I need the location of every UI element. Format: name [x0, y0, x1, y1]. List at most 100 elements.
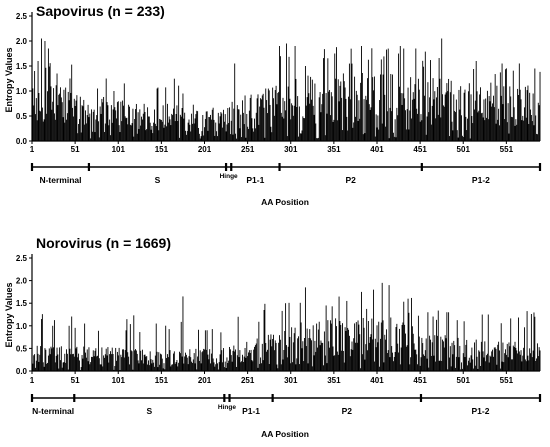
- bar: [430, 124, 432, 141]
- bar: [163, 127, 165, 141]
- bar: [297, 96, 299, 141]
- bar: [413, 98, 415, 141]
- bar: [509, 86, 511, 141]
- bar: [535, 115, 537, 141]
- bar: [301, 130, 303, 141]
- bar: [432, 78, 434, 141]
- bar: [32, 88, 34, 141]
- bar: [284, 101, 286, 141]
- bar: [303, 361, 305, 371]
- bar: [326, 113, 328, 141]
- bar: [53, 113, 55, 141]
- bar: [373, 361, 375, 371]
- bar: [275, 85, 277, 141]
- bar: [179, 351, 180, 371]
- bar: [304, 118, 306, 141]
- bar: [474, 365, 476, 371]
- bar: [221, 113, 223, 141]
- bar: [277, 93, 279, 141]
- bar: [98, 137, 100, 141]
- bar: [411, 118, 412, 141]
- bar: [270, 334, 272, 371]
- bar: [278, 91, 280, 141]
- bar: [86, 349, 88, 371]
- bar: [201, 131, 203, 141]
- bar: [530, 353, 531, 371]
- bar: [486, 355, 487, 371]
- bar: [311, 366, 313, 371]
- bar: [505, 354, 507, 371]
- bar: [267, 113, 268, 141]
- bar: [210, 119, 212, 141]
- bar: [324, 135, 326, 141]
- bar: [282, 97, 284, 141]
- bar: [57, 105, 59, 141]
- bar: [457, 137, 459, 141]
- bar: [257, 94, 259, 141]
- bar: [267, 349, 268, 371]
- bar: [455, 99, 457, 141]
- bar: [66, 349, 67, 371]
- bar: [528, 360, 530, 371]
- bar: [187, 364, 189, 371]
- bar: [96, 356, 98, 371]
- bar: [424, 350, 426, 371]
- bar: [342, 130, 343, 141]
- sapovirus-panel: Sapovirus (n = 233) Entropy Values 0.0 0.…: [4, 3, 542, 207]
- bar: [497, 119, 499, 141]
- bar: [489, 101, 491, 141]
- bar: [356, 94, 358, 141]
- bar: [180, 116, 182, 141]
- bar: [442, 339, 444, 371]
- bar: [219, 116, 221, 141]
- bar: [68, 100, 70, 141]
- bar: [136, 133, 138, 141]
- bar: [241, 137, 243, 141]
- bar: [328, 91, 330, 141]
- bar: [110, 105, 112, 141]
- bar: [197, 356, 199, 371]
- bar: [394, 119, 396, 141]
- bar: [77, 357, 79, 371]
- bar: [56, 73, 58, 141]
- x-tick-label: 501: [457, 145, 471, 154]
- bar: [122, 349, 124, 371]
- bar: [504, 119, 506, 141]
- bar: [69, 78, 71, 141]
- bar: [142, 363, 144, 371]
- bar: [36, 120, 38, 141]
- bar: [77, 133, 79, 141]
- bar: [445, 338, 447, 371]
- bar: [350, 48, 352, 141]
- y-tick-label: 1.5: [16, 299, 28, 308]
- bar: [60, 360, 61, 371]
- bar: [412, 92, 414, 141]
- bar: [320, 112, 322, 141]
- bar: [92, 350, 94, 371]
- bar: [346, 116, 348, 141]
- bar: [323, 49, 325, 142]
- bar: [327, 320, 329, 371]
- bar: [484, 120, 486, 141]
- bar: [49, 63, 51, 141]
- bar: [331, 306, 333, 371]
- bar: [524, 86, 526, 141]
- bar: [512, 70, 514, 141]
- bar: [276, 104, 278, 141]
- bar: [33, 105, 35, 141]
- bar: [198, 360, 200, 371]
- bar: [91, 356, 92, 371]
- bar: [460, 86, 462, 141]
- bar: [512, 345, 514, 371]
- bar: [520, 350, 522, 371]
- bar: [396, 323, 398, 371]
- bar: [160, 354, 162, 371]
- bar: [252, 361, 254, 371]
- bar: [197, 111, 199, 141]
- bar: [335, 318, 337, 371]
- bar: [396, 107, 398, 141]
- bar: [475, 339, 477, 371]
- bar: [417, 78, 419, 141]
- bar: [344, 327, 346, 371]
- x-tick-label: 551: [500, 145, 514, 154]
